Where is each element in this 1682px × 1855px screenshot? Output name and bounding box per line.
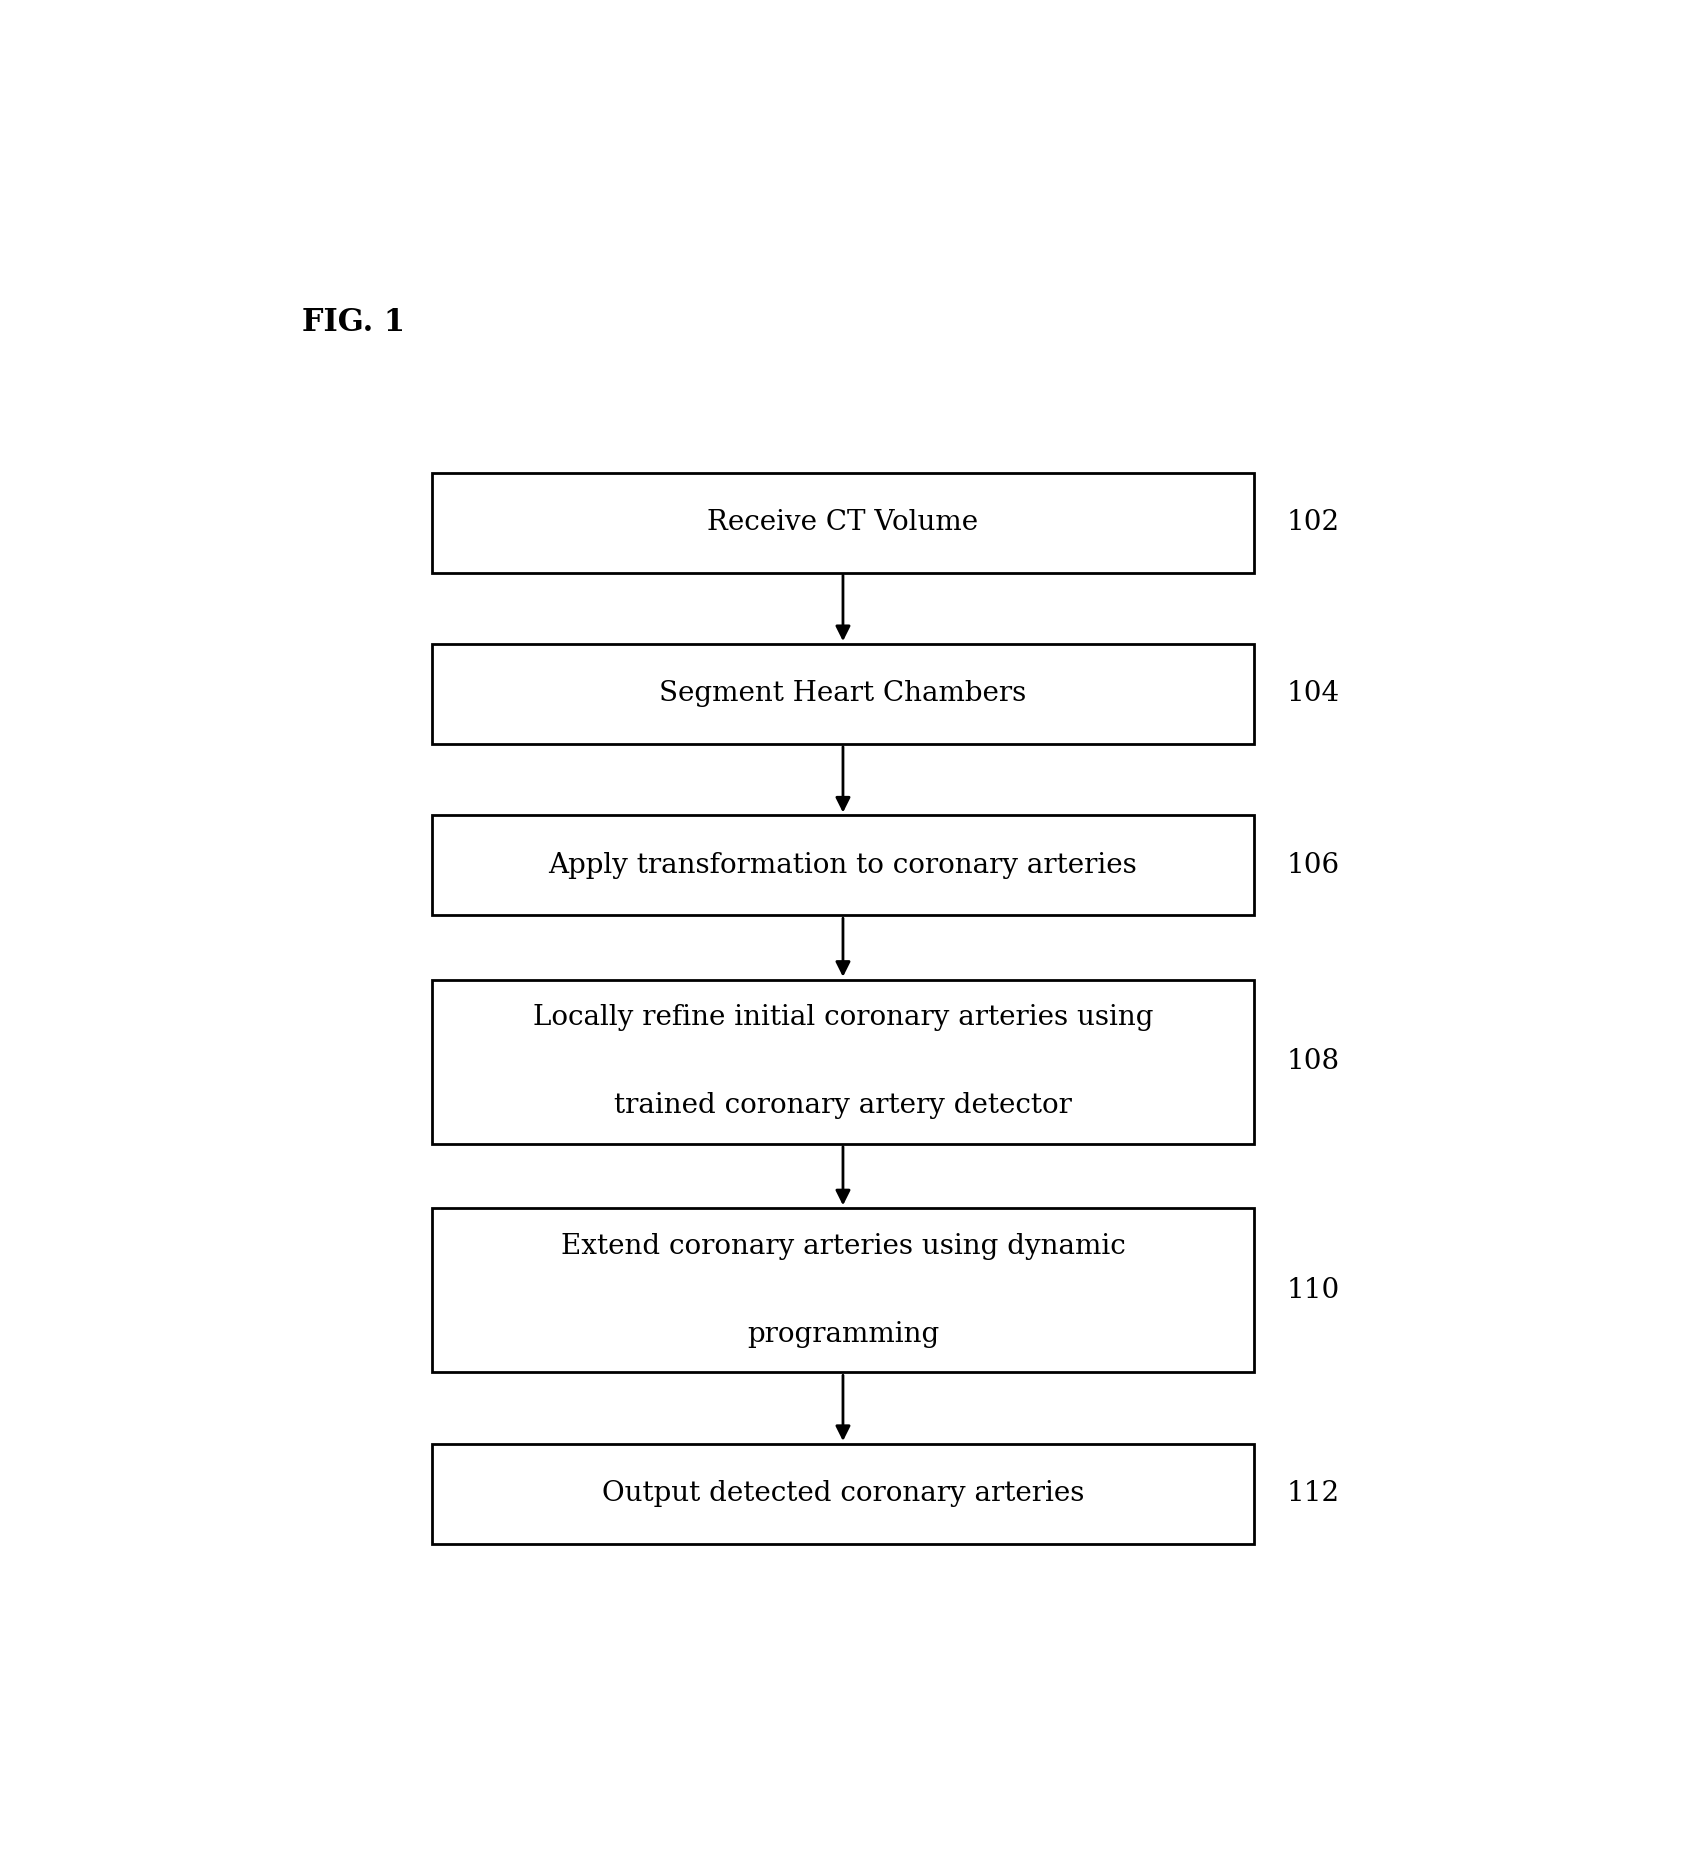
Text: Locally refine initial coronary arteries using

trained coronary artery detector: Locally refine initial coronary arteries…: [533, 1004, 1152, 1119]
Text: 104: 104: [1285, 681, 1339, 707]
Text: Output detected coronary arteries: Output detected coronary arteries: [602, 1480, 1083, 1508]
Text: 102: 102: [1285, 508, 1339, 536]
Text: 110: 110: [1285, 1276, 1339, 1304]
FancyBboxPatch shape: [432, 1208, 1253, 1373]
Text: Apply transformation to coronary arteries: Apply transformation to coronary arterie…: [548, 851, 1137, 879]
Text: Receive CT Volume: Receive CT Volume: [706, 508, 977, 536]
FancyBboxPatch shape: [432, 816, 1253, 915]
Text: FIG. 1: FIG. 1: [301, 308, 404, 338]
FancyBboxPatch shape: [432, 1443, 1253, 1543]
FancyBboxPatch shape: [432, 979, 1253, 1145]
Text: Extend coronary arteries using dynamic

programming: Extend coronary arteries using dynamic p…: [560, 1234, 1125, 1347]
Text: Segment Heart Chambers: Segment Heart Chambers: [659, 681, 1026, 707]
FancyBboxPatch shape: [432, 473, 1253, 573]
Text: 112: 112: [1285, 1480, 1339, 1508]
Text: 106: 106: [1285, 851, 1339, 879]
FancyBboxPatch shape: [432, 644, 1253, 744]
Text: 108: 108: [1285, 1048, 1339, 1076]
